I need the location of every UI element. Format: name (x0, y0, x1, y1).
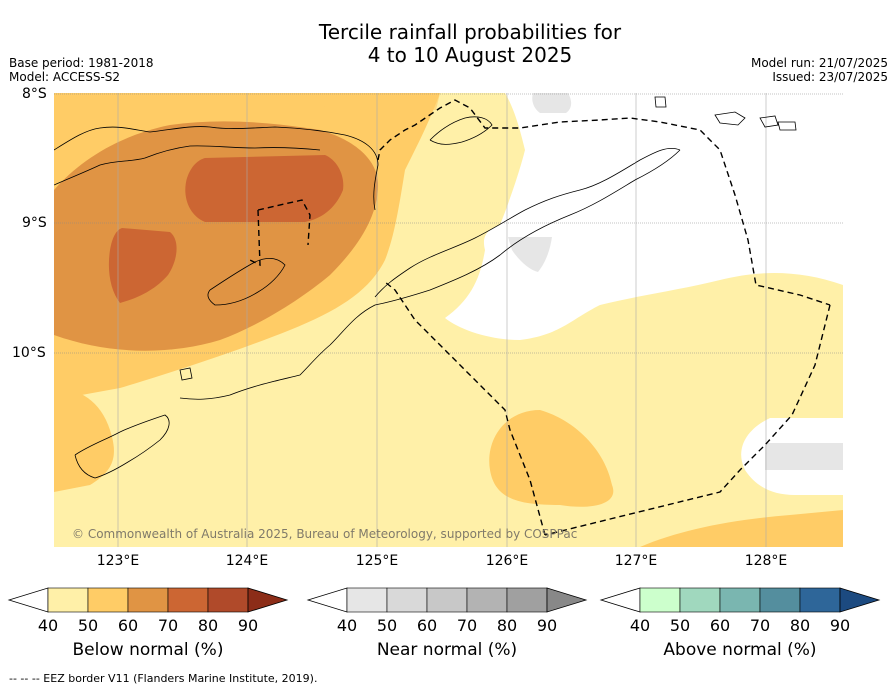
copyright-notice: © Commonwealth of Australia 2025, Bureau… (72, 527, 578, 541)
below-normal-80-90-north (185, 155, 344, 222)
babar-islands (714, 111, 797, 131)
map-title-line1: Tercile rainfall probabilities for (318, 20, 622, 44)
colorbar-below-tick-40: 40 (37, 616, 59, 635)
colorbar-near-tick-60: 60 (416, 616, 438, 635)
colorbar-above-arrow-right (839, 587, 881, 613)
colorbar-near-bin-80-90 (506, 587, 548, 613)
colorbar-below-tick-50: 50 (77, 616, 99, 635)
eez-border-east (544, 304, 831, 536)
colorbar-below-bin-60-70 (127, 587, 169, 613)
alor-islands (654, 96, 667, 108)
wetar-coast (429, 116, 493, 145)
sumba-coast (74, 414, 170, 479)
below-normal-60-70-far-east (640, 510, 843, 547)
colorbar-near-tick-90: 90 (536, 616, 558, 635)
near-normal-40-50-patch-2 (508, 237, 552, 272)
colorbar-near-bin-70-80 (466, 587, 508, 613)
below-normal-60-70-top-strip (318, 93, 440, 110)
colorbar-below-label: Below normal (%) (72, 640, 224, 660)
below-normal-60-70-south (54, 385, 114, 492)
colorbar-below-bin-40-50 (47, 587, 89, 613)
colorbar-near-tick-80: 80 (496, 616, 518, 635)
colorbar-above-bin-40-50 (639, 587, 681, 613)
colorbar-below-tick-80: 80 (197, 616, 219, 635)
map-title-line2: 4 to 10 August 2025 (367, 43, 573, 67)
timor-south-coast (179, 149, 681, 400)
small-island-west (179, 367, 193, 381)
probability-map (54, 93, 843, 547)
near-normal-40-50-patch-1 (532, 93, 572, 113)
eez-border-interior (249, 199, 311, 267)
model-run: Model run: 21/07/2025 (750, 56, 888, 70)
timor-north-coast (374, 147, 681, 298)
colorbar-near-bin-50-60 (386, 587, 428, 613)
colorbar-above (599, 587, 881, 613)
colorbar-near-arrow-right (546, 587, 588, 613)
colorbar-above-label: Above normal (%) (663, 640, 817, 660)
issued-date: Issued: 23/07/2025 (772, 70, 888, 84)
colorbar-above-tick-80: 80 (789, 616, 811, 635)
colorbar-below-bin-80-90 (207, 587, 249, 613)
colorbar-near-tick-70: 70 (456, 616, 478, 635)
model-name: Model: ACCESS-S2 (9, 70, 121, 84)
colorbar-above-bin-50-60 (679, 587, 721, 613)
lon-label-126e: 126°E (485, 553, 529, 569)
eez-border (249, 99, 831, 536)
below-normal-80-90-west (108, 228, 177, 303)
rote-coast (207, 258, 286, 306)
colorbar-near-tick-40: 40 (336, 616, 358, 635)
colorbar-above-arrow-left (599, 587, 641, 613)
colorbar-below-tick-90: 90 (237, 616, 259, 635)
below-normal-60-70-east (489, 410, 614, 507)
colorbar-near-tick-50: 50 (376, 616, 398, 635)
lat-label-10s: 10°S (12, 345, 46, 361)
colorbar-near-label: Near normal (%) (376, 640, 518, 660)
colorbar-near-arrow-left (306, 587, 348, 613)
colorbar-above-tick-40: 40 (629, 616, 651, 635)
colorbar-above-bin-60-70 (719, 587, 761, 613)
colorbar-near-bin-60-70 (426, 587, 468, 613)
eez-footnote: -- -- -- EEZ border V11 (Flanders Marine… (9, 672, 318, 685)
lon-label-123e: 123°E (96, 553, 140, 569)
colorbar-near (306, 587, 588, 613)
lon-label-128e: 128°E (744, 553, 788, 569)
base-period: Base period: 1981-2018 (9, 56, 154, 70)
colorbar-below (7, 587, 289, 613)
eez-border-west (384, 281, 546, 536)
lat-label-8s: 8°S (22, 86, 47, 102)
lat-label-9s: 9°S (22, 215, 47, 231)
colorbar-below-bin-50-60 (87, 587, 129, 613)
coastlines (54, 96, 797, 479)
colorbar-below-bin-70-80 (167, 587, 209, 613)
colorbar-below-arrow-left (7, 587, 49, 613)
island-chain-north (54, 145, 321, 186)
colorbar-above-bin-70-80 (759, 587, 801, 613)
colorbar-above-tick-50: 50 (669, 616, 691, 635)
colorbar-above-tick-90: 90 (829, 616, 851, 635)
colorbar-below-tick-60: 60 (117, 616, 139, 635)
colorbar-above-tick-60: 60 (709, 616, 731, 635)
lon-label-125e: 125°E (355, 553, 399, 569)
lon-label-127e: 127°E (614, 553, 658, 569)
colorbar-below-arrow-right (247, 587, 289, 613)
colorbar-above-tick-70: 70 (749, 616, 771, 635)
colorbar-below-tick-70: 70 (157, 616, 179, 635)
near-normal-40-50-patch-3 (765, 443, 843, 470)
near-normal-white-north (445, 93, 843, 340)
colorbar-above-bin-80-90 (799, 587, 841, 613)
lon-label-124e: 124°E (225, 553, 269, 569)
colorbar-near-bin-40-50 (346, 587, 388, 613)
